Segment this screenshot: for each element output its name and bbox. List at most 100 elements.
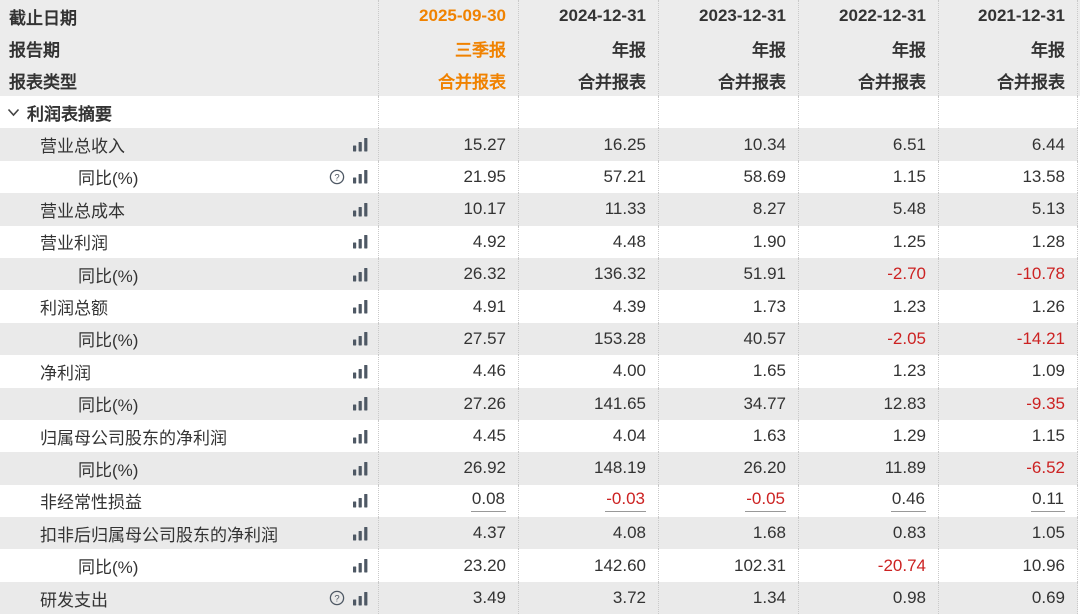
value-cell: 23.20 (378, 549, 518, 582)
row-label-text: 归属母公司股东的净利润 (40, 428, 227, 448)
table-row: 同比(%) 26.32 136.32 51.91 -2.70 -10.78 (0, 257, 1078, 291)
value-cell: 11.33 (518, 193, 658, 226)
bar-chart-icon[interactable] (352, 331, 369, 346)
value-cell: -0.05 (658, 484, 798, 518)
value-text: 0.98 (892, 588, 926, 608)
section-title: 利润表摘要 (27, 104, 112, 124)
empty-cell (938, 96, 1078, 129)
row-icons (352, 202, 378, 217)
value-text: -14.21 (1016, 328, 1065, 348)
table-row: 同比(%) 26.92 148.19 26.20 11.89 -6.52 (0, 452, 1078, 485)
value-text: 1.28 (1031, 231, 1065, 251)
value-text: -2.70 (887, 264, 926, 284)
row-icons (352, 364, 378, 379)
table-row: 扣非后归属母公司股东的净利润 4.37 4.08 1.68 0.83 1.05 (0, 517, 1078, 550)
value-text: 1.05 (1031, 523, 1065, 543)
value-text: 102.31 (734, 555, 786, 575)
value-text: 4.92 (472, 231, 506, 251)
value-cell: 1.23 (798, 290, 938, 323)
value-cell: 1.90 (658, 225, 798, 258)
bar-chart-icon[interactable] (352, 591, 369, 606)
header-row-label: 报告期 (9, 40, 60, 60)
value-cell: -20.74 (798, 549, 938, 582)
value-text[interactable]: 0.46 (890, 489, 926, 513)
value-cell: 34.77 (658, 387, 798, 420)
value-text: 4.91 (472, 296, 506, 316)
value-text[interactable]: -0.05 (745, 489, 786, 513)
bar-chart-icon[interactable] (352, 526, 369, 541)
row-label: 同比(%) (0, 388, 378, 420)
value-text: 4.39 (612, 296, 646, 316)
question-icon[interactable]: ? (329, 590, 345, 606)
value-cell: 1.73 (658, 290, 798, 323)
table-row: 非经常性损益 0.08 -0.03 -0.05 0.46 0.11 (0, 484, 1078, 518)
value-text: 4.46 (472, 361, 506, 381)
bar-chart-icon[interactable] (352, 202, 369, 217)
row-label: 同比(%)? (0, 161, 378, 193)
header-row-label: 截止日期 (9, 8, 77, 28)
value-cell: 1.05 (938, 517, 1078, 550)
value-cell: 4.92 (378, 225, 518, 258)
column-header-cell: 2021-12-31 (938, 0, 1078, 32)
row-label-text: 营业总成本 (40, 201, 125, 221)
bar-chart-icon[interactable] (352, 299, 369, 314)
table-row: 归属母公司股东的净利润 4.45 4.04 1.63 1.29 1.15 (0, 419, 1078, 453)
value-text: 27.26 (463, 393, 506, 413)
value-cell: 1.65 (658, 355, 798, 388)
row-label: 营业总收入 (0, 128, 378, 160)
row-label-text: 利润总额 (40, 299, 108, 319)
column-header-cell: 合并报表 (798, 64, 938, 96)
row-icons (352, 137, 378, 152)
value-cell: 0.11 (938, 484, 1078, 518)
row-label-text: 研发支出 (40, 590, 108, 610)
value-text: -10.78 (1016, 264, 1065, 284)
value-text: 40.57 (743, 328, 786, 348)
bar-chart-icon[interactable] (352, 396, 369, 411)
value-text: 6.51 (892, 134, 926, 154)
column-header-cell: 合并报表 (378, 64, 518, 96)
question-icon[interactable]: ? (329, 169, 345, 185)
bar-chart-icon[interactable] (352, 234, 369, 249)
value-text: 13.58 (1022, 166, 1065, 186)
bar-chart-icon[interactable] (352, 493, 369, 508)
value-text: 136.32 (594, 264, 646, 284)
value-text: 10.96 (1022, 555, 1065, 575)
bar-chart-icon[interactable] (352, 558, 369, 573)
section-row-income-statement-summary[interactable]: 利润表摘要 (0, 96, 1078, 129)
value-cell: 153.28 (518, 322, 658, 356)
row-label: 同比(%) (0, 323, 378, 355)
value-text[interactable]: 0.11 (1031, 489, 1065, 513)
bar-chart-icon[interactable] (352, 137, 369, 152)
row-label-text: 营业利润 (40, 234, 108, 254)
bar-chart-icon[interactable] (352, 429, 369, 444)
value-cell: 10.96 (938, 549, 1078, 582)
bar-chart-icon[interactable] (352, 461, 369, 476)
row-label-text: 同比(%) (78, 169, 139, 189)
value-text: 1.34 (752, 588, 786, 608)
value-cell: 10.34 (658, 128, 798, 161)
value-text: 11.89 (884, 458, 926, 478)
value-cell: -9.35 (938, 387, 1078, 420)
row-label: 利润总额 (0, 290, 378, 322)
value-cell: 58.69 (658, 160, 798, 194)
empty-cell (378, 96, 518, 129)
value-cell: 142.60 (518, 549, 658, 582)
column-header-cell: 2023-12-31 (658, 0, 798, 32)
value-text: 1.23 (892, 361, 926, 381)
bar-chart-icon[interactable] (352, 364, 369, 379)
bar-chart-icon[interactable] (352, 267, 369, 282)
value-text: 12.83 (883, 393, 926, 413)
svg-text:?: ? (334, 172, 339, 183)
bar-chart-icon[interactable] (352, 169, 369, 184)
row-icons (352, 299, 378, 314)
value-text[interactable]: -0.03 (605, 489, 646, 513)
value-text: 1.25 (892, 231, 926, 251)
row-label: 非经常性损益 (0, 485, 378, 517)
value-text: 11.33 (604, 199, 646, 219)
value-cell: 148.19 (518, 452, 658, 485)
value-cell: 3.49 (378, 581, 518, 615)
value-cell: 5.13 (938, 193, 1078, 226)
chevron-down-icon[interactable] (7, 108, 20, 117)
table-row: 利润总额 4.91 4.39 1.73 1.23 1.26 (0, 290, 1078, 323)
value-text[interactable]: 0.08 (470, 489, 506, 513)
